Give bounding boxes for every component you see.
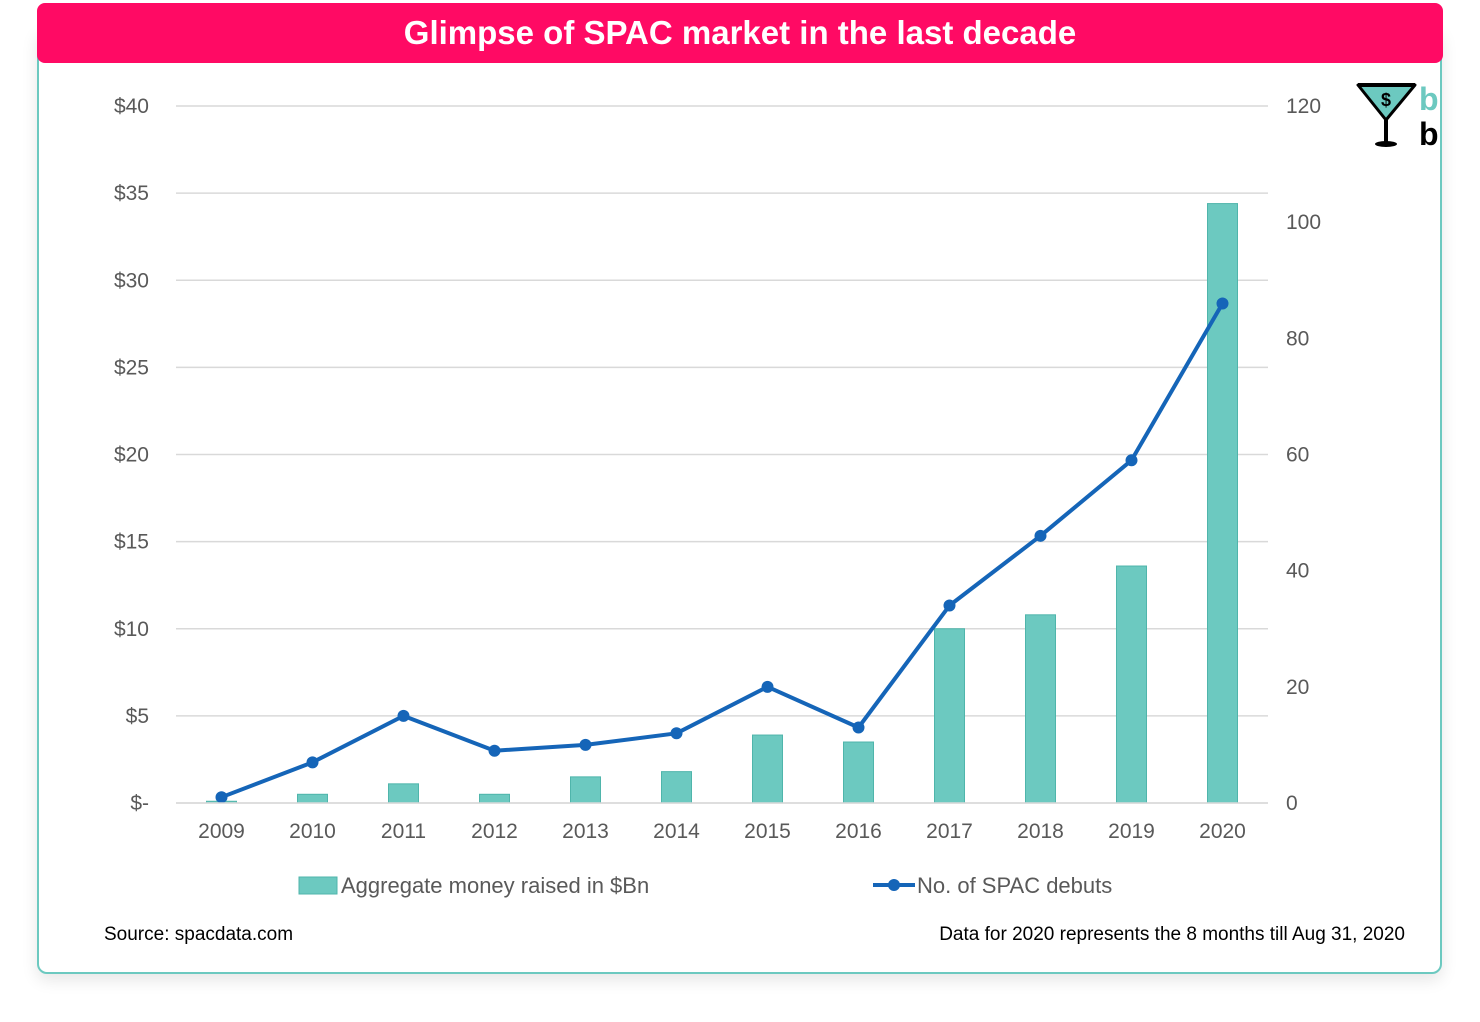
gridlines: [176, 105, 1268, 804]
legend-swatch-bar: [298, 876, 338, 895]
bar-2012: [479, 793, 510, 804]
y-left-tick-label: $5: [126, 705, 149, 728]
bar-2010: [297, 793, 328, 804]
x-tick-label: 2020: [1199, 820, 1246, 843]
martini-glass-icon: $ b b: [1356, 81, 1439, 152]
bar-2013: [570, 776, 601, 804]
point-2013: [579, 738, 592, 751]
x-tick-label: 2018: [1017, 820, 1064, 843]
x-tick-label: 2017: [926, 820, 973, 843]
logo-letter-bottom: b: [1419, 116, 1439, 152]
axes: $- $5 $10 $15 $20 $25 $30 $35 $40 0 20 40 60 80 100 120…: [114, 95, 1321, 843]
x-tick-label: 2015: [744, 820, 791, 843]
point-2019: [1125, 454, 1138, 467]
logo-glyph: $: [1381, 90, 1391, 110]
point-2009: [215, 791, 228, 804]
x-tick-label: 2019: [1108, 820, 1155, 843]
y-left-tick-label: $25: [114, 356, 149, 379]
y-right-tick-label: 100: [1286, 211, 1321, 234]
bar-series: [206, 203, 1238, 804]
y-right-tick-label: 20: [1286, 676, 1309, 699]
y-right-tick-label: 120: [1286, 95, 1321, 118]
y-right-tick-label: 0: [1286, 792, 1298, 815]
logo: $ b b: [1355, 81, 1445, 152]
bar-2011: [388, 783, 419, 804]
y-left-tick-label: $-: [130, 792, 149, 815]
y-left-tick-label: $30: [114, 269, 149, 292]
point-2020: [1216, 297, 1229, 310]
y-left-tick-label: $35: [114, 182, 149, 205]
bar-2016: [843, 741, 874, 804]
y-right-tick-label: 40: [1286, 560, 1309, 583]
legend-swatch-marker: [888, 879, 900, 891]
x-tick-label: 2012: [471, 820, 518, 843]
point-2011: [397, 709, 410, 722]
bar-2015: [752, 734, 783, 804]
y-left-tick-label: $40: [114, 95, 149, 118]
x-tick-label: 2011: [381, 820, 426, 843]
point-2010: [306, 756, 319, 769]
y-left-tick-label: $10: [114, 618, 149, 641]
point-2012: [488, 744, 501, 757]
source-note: Source: spacdata.com: [104, 924, 294, 945]
x-tick-label: 2009: [198, 820, 245, 843]
bar-2017: [934, 628, 965, 804]
data-period-note: Data for 2020 represents the 8 months ti…: [939, 924, 1405, 945]
bar-2018: [1025, 614, 1056, 804]
legend-label-bar: Aggregate money raised in $Bn: [341, 873, 649, 898]
point-2018: [1034, 529, 1047, 542]
x-tick-label: 2014: [653, 820, 700, 843]
point-2017: [943, 599, 956, 612]
line-series: [215, 297, 1229, 804]
logo-letter-top: b: [1419, 82, 1439, 117]
bar-2019: [1116, 565, 1147, 804]
point-2014: [670, 727, 683, 740]
point-2016: [852, 721, 865, 734]
line-debuts: [220, 302, 1225, 800]
x-tick-label: 2010: [289, 820, 336, 843]
bar-2020: [1207, 203, 1238, 804]
point-2015: [761, 680, 774, 693]
y-right-tick-label: 60: [1286, 444, 1309, 467]
chart-title: Glimpse of SPAC market in the last decad…: [37, 3, 1443, 63]
bar-2014: [661, 771, 692, 804]
y-right-tick-label: 80: [1286, 327, 1309, 350]
y-left-tick-label: $15: [114, 531, 149, 554]
x-tick-label: 2013: [562, 820, 609, 843]
x-tick-label: 2016: [835, 820, 882, 843]
legend: Aggregate money raised in $Bn No. of SPAC…: [298, 873, 1112, 898]
legend-label-line: No. of SPAC debuts: [917, 873, 1112, 898]
y-left-tick-label: $20: [114, 444, 149, 467]
